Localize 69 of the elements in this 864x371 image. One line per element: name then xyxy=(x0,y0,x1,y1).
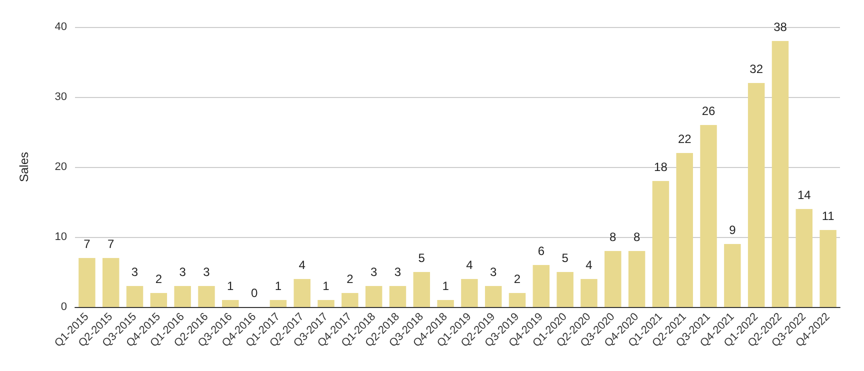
data-label: 4 xyxy=(298,258,306,272)
bar xyxy=(174,286,191,307)
data-label: 3 xyxy=(203,265,210,279)
bar xyxy=(198,286,215,307)
data-label: 0 xyxy=(250,286,258,300)
data-label: 32 xyxy=(750,62,764,76)
bar xyxy=(676,153,693,307)
bar xyxy=(484,286,502,307)
bar xyxy=(580,279,598,307)
data-label: 4 xyxy=(586,258,593,272)
data-label: 8 xyxy=(610,230,617,244)
bar xyxy=(748,83,765,307)
bar xyxy=(508,293,526,307)
data-label: 2 xyxy=(514,272,521,286)
y-axis-title: Sales xyxy=(17,152,31,182)
bar xyxy=(628,251,646,307)
bar xyxy=(318,300,334,307)
bar xyxy=(294,279,310,307)
data-label: 14 xyxy=(797,188,812,202)
y-tick-label: 20 xyxy=(54,161,67,173)
bar xyxy=(222,300,239,307)
bar xyxy=(820,230,836,307)
bar xyxy=(150,293,168,307)
y-tick-label: 10 xyxy=(54,231,67,243)
bar xyxy=(102,258,120,307)
data-label: 1 xyxy=(442,279,450,293)
bar xyxy=(556,272,574,307)
bar xyxy=(437,300,454,307)
data-label: 1 xyxy=(322,279,330,293)
bar xyxy=(700,125,717,307)
data-label: 2 xyxy=(155,272,162,286)
data-label: 9 xyxy=(729,223,736,237)
data-label: 7 xyxy=(84,237,91,251)
bar xyxy=(270,300,287,307)
data-label: 4 xyxy=(466,258,474,272)
data-label: 3 xyxy=(394,265,402,279)
bar xyxy=(604,251,622,307)
bar xyxy=(652,181,670,307)
y-tick-label: 30 xyxy=(54,91,67,103)
y-tick-label: 40 xyxy=(54,21,67,33)
bar xyxy=(342,293,358,307)
data-label: 5 xyxy=(418,251,426,265)
data-label: 1 xyxy=(227,279,234,293)
data-label: 38 xyxy=(774,20,788,34)
data-label: 26 xyxy=(702,104,716,118)
bar xyxy=(461,279,478,307)
data-label: 8 xyxy=(633,230,640,244)
data-label: 7 xyxy=(108,237,115,251)
data-label: 1 xyxy=(274,279,282,293)
data-label: 22 xyxy=(678,132,692,146)
data-label: 5 xyxy=(562,251,569,265)
bar xyxy=(126,286,144,307)
bar xyxy=(413,272,430,307)
data-label: 11 xyxy=(822,209,835,223)
data-label: 3 xyxy=(370,265,378,279)
bar xyxy=(365,286,382,307)
bar xyxy=(78,258,96,307)
bar xyxy=(796,209,813,307)
data-label: 2 xyxy=(346,272,354,286)
bar xyxy=(532,265,550,307)
data-label: 6 xyxy=(538,244,545,258)
y-tick-label: 0 xyxy=(60,301,67,313)
data-label: 3 xyxy=(131,265,138,279)
bar xyxy=(772,41,789,307)
bar xyxy=(389,286,406,307)
data-label: 18 xyxy=(654,160,668,174)
data-label: 3 xyxy=(179,265,186,279)
bar xyxy=(724,244,741,307)
data-label: 3 xyxy=(490,265,498,279)
